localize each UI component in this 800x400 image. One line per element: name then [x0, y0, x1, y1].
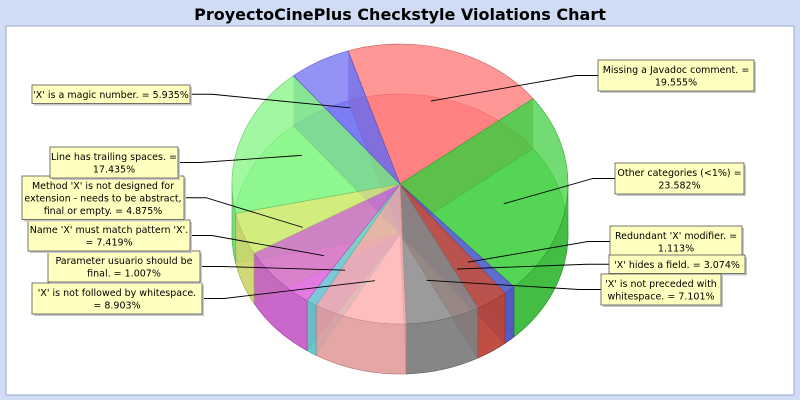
data-label: 1.113% [658, 244, 694, 255]
leader-line-method-x-is-not-designed-for-extension-needs-to-be-abstract-final-or-empty [184, 197, 303, 228]
pie [231, 43, 569, 375]
label-box-parameter-usuario-should-be-final [47, 250, 201, 283]
slice-other-categories-1 [399, 98, 569, 288]
slice-side-parameter-usuario-should-be-final [306, 300, 317, 356]
leader-line-x-is-not-preceded-with-whitespace [426, 279, 601, 290]
label-box-x-is-not-followed-by-whitespace [31, 282, 203, 315]
slice-side-redundant-x-modifier [504, 286, 515, 344]
leader-line-other-categories-1 [503, 178, 615, 205]
data-label: 19.555% [655, 78, 697, 89]
data-label: Name 'X' must match pattern 'X'. [30, 225, 189, 236]
data-label: 'X' is not followed by whitespace. [38, 288, 196, 299]
slice-labels: Missing a Javadoc comment. = 19.555% Other… [21, 59, 756, 316]
label-box-x-is-a-magic-number [31, 84, 191, 104]
slice-line-has-trailing-spaces [231, 75, 401, 214]
data-label: Redundant 'X' modifier. = [615, 231, 737, 242]
data-label: 17.435% [93, 165, 135, 176]
label-box-other-categories-1 [614, 162, 745, 195]
data-label: 23.582% [658, 181, 700, 192]
data-label: 'X' is not preceded with [605, 279, 717, 290]
data-label: Other categories (<1%) = [617, 168, 741, 179]
data-label: final or empty. = 4.875% [44, 206, 163, 217]
label-box-x-is-not-preceded-with-whitespace [600, 273, 722, 306]
data-label: Parameter usuario should be [55, 256, 192, 267]
data-label: = 8.903% [93, 301, 140, 312]
leader-line-x-is-a-magic-number [190, 93, 351, 109]
data-label: final. = 1.007% [87, 269, 161, 280]
data-label: extension - needs to be abstract, [24, 194, 181, 205]
data-label: whitespace. = 7.101% [607, 292, 714, 303]
leader-line-parameter-usuario-should-be-final [200, 266, 346, 271]
data-label: Method 'X' is not designed for [32, 181, 174, 192]
slice-x-is-not-followed-by-whitespace [315, 183, 407, 325]
leader-line-missing-a-javadoc-comment [430, 75, 598, 102]
data-label: 'X' is a magic number. = 5.935% [33, 90, 189, 101]
label-box-missing-a-javadoc-comment [597, 59, 755, 92]
data-label: Line has trailing spaces. = [51, 152, 177, 163]
leader-line-x-hides-a-field [456, 263, 609, 270]
slice-x-is-a-magic-number [292, 50, 401, 185]
leader-line-x-is-not-followed-by-whitespace [202, 280, 375, 299]
leader-line-redundant-x-modifier [467, 241, 610, 263]
data-label: Missing a Javadoc comment. = [603, 65, 750, 76]
label-box-line-has-trailing-spaces [49, 146, 179, 179]
data-label: = 7.419% [85, 238, 132, 249]
label-box-name-x-must-match-pattern-x [27, 219, 191, 252]
leader-line-name-x-must-match-pattern-x [190, 235, 324, 257]
leader-line-line-has-trailing-spaces [178, 154, 302, 163]
chart-title: ProyectoCinePlus Checkstyle Violations C… [194, 5, 606, 24]
data-label: 'X' hides a field. = 3.074% [614, 260, 740, 271]
label-box-redundant-x-modifier [609, 225, 743, 258]
label-box-x-hides-a-field [608, 254, 746, 274]
